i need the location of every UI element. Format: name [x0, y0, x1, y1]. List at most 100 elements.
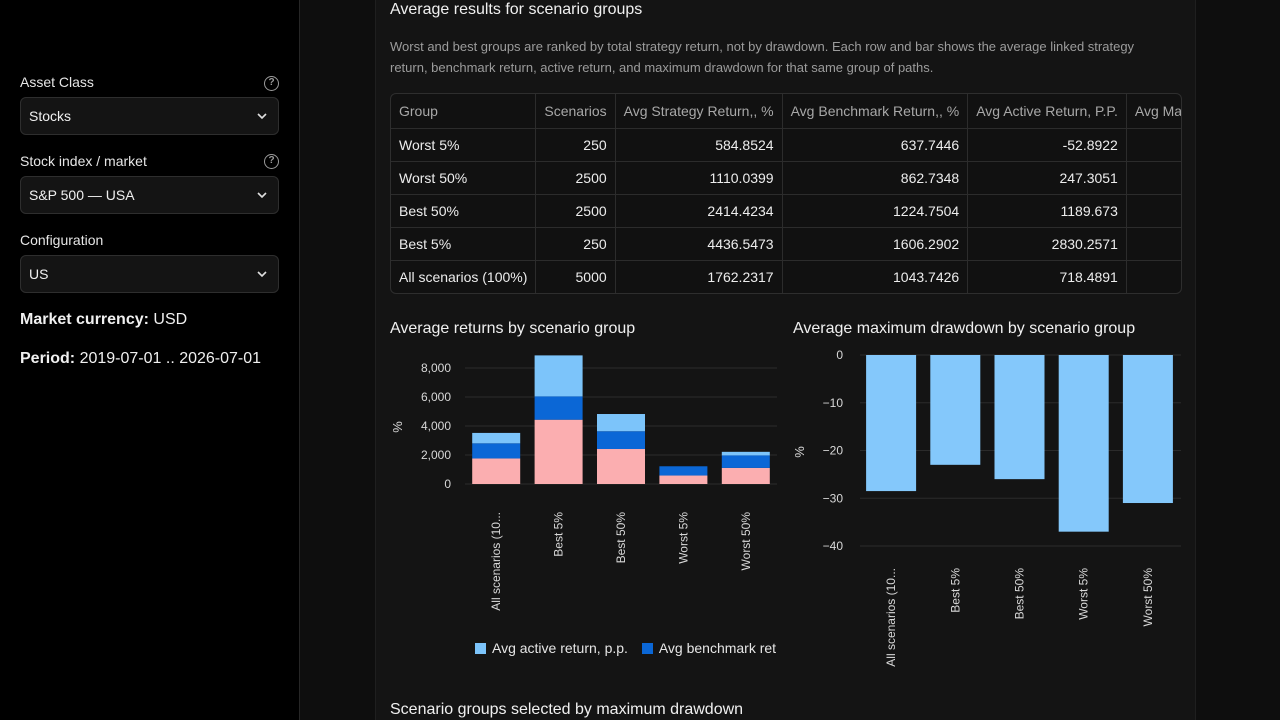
bar [994, 355, 1045, 480]
sidebar: Asset Class ? Stocks Stock index / marke… [0, 0, 300, 720]
table-row: Worst 5% 250 584.8524 637.7446 -52.8922 [391, 128, 1181, 162]
table-cell: All scenarios (100%) [391, 260, 537, 293]
section-description: Worst and best groups are ranked by tota… [390, 39, 1135, 75]
y-tick-label: 2,000 [421, 448, 451, 462]
table-cell: 1043.7426 [782, 260, 969, 293]
table-cell [1126, 194, 1181, 228]
bar [1058, 355, 1109, 532]
asset-class-label: Asset Class [20, 74, 94, 90]
table-cell: Worst 50% [391, 161, 537, 195]
table-row: Best 50% 2500 2414.4234 1224.7504 1189.6… [391, 194, 1181, 228]
y-tick-label: 0 [836, 348, 843, 362]
stock-index-select[interactable]: S&P 500 — USA [20, 176, 279, 214]
legend-item[interactable]: Avg active return, p.p. [475, 640, 628, 656]
stock-index-value: S&P 500 — USA [29, 187, 135, 203]
table-cell: 1110.0399 [615, 161, 783, 195]
bar [866, 355, 917, 492]
bar-segment [721, 455, 770, 468]
column-header[interactable]: Avg Benchmark Return,, % [782, 94, 969, 129]
table-cell: 1606.2902 [782, 227, 969, 261]
returns-chart-title: Average returns by scenario group [390, 320, 636, 337]
chevron-down-icon [257, 113, 267, 120]
x-tick-label: Worst 5% [676, 512, 690, 564]
table-cell [1126, 128, 1181, 162]
table-cell: 2500 [535, 161, 616, 195]
y-tick-label: 4,000 [421, 419, 451, 433]
x-tick-label: All scenarios (10... [489, 512, 503, 611]
bar-segment [659, 475, 708, 484]
column-header[interactable]: Scenarios [535, 94, 616, 129]
y-tick-label: 8,000 [421, 361, 451, 375]
y-tick-label: −20 [823, 444, 844, 458]
y-tick-label: −40 [823, 539, 844, 553]
legend-swatch [475, 643, 486, 654]
table-cell: Best 50% [391, 194, 537, 228]
asset-class-select[interactable]: Stocks [20, 97, 279, 135]
drawdown-groups-title: Scenario groups selected by maximum draw… [390, 701, 744, 718]
drawdown-chart-title: Average maximum drawdown by scenario gro… [793, 320, 1136, 337]
table-cell: 250 [535, 227, 616, 261]
x-tick-label: Best 5% [552, 512, 566, 557]
table-cell: Best 5% [391, 227, 537, 261]
y-tick-label: −10 [823, 396, 844, 410]
table-cell: 2500 [535, 194, 616, 228]
column-header[interactable]: Avg Strategy Return,, % [615, 94, 783, 129]
bar [1122, 355, 1173, 504]
configuration-select[interactable]: US [20, 255, 279, 293]
table-cell: 247.3051 [967, 161, 1127, 195]
column-header[interactable]: Avg Active Return, P.P. [967, 94, 1127, 129]
returns-chart[interactable]: 0 2,000 4,000 6,000 8,000% All scenarios (10.… [385, 345, 785, 625]
asset-class-value: Stocks [29, 108, 72, 124]
configuration-label: Configuration [20, 232, 104, 248]
x-tick-label: All scenarios (10... [884, 568, 898, 667]
x-tick-label: Best 50% [1013, 568, 1027, 620]
legend-item[interactable]: Avg benchmark retu [641, 640, 777, 656]
legend-swatch [641, 643, 653, 654]
table-cell: 718.4891 [967, 260, 1127, 293]
help-icon[interactable]: ? [264, 76, 279, 91]
table-cell: 2414.4234 [615, 194, 783, 228]
column-header[interactable]: Avg Max [1126, 94, 1181, 129]
bar-segment [472, 458, 521, 484]
bar-segment [472, 432, 521, 444]
bar-segment [597, 414, 645, 432]
bar-segment [472, 443, 521, 459]
market-currency-label: Market currency: [20, 311, 149, 328]
chevron-down-icon [257, 192, 267, 199]
market-currency-value: USD [153, 311, 188, 328]
table-cell: 1189.673 [967, 194, 1127, 228]
bar-segment [721, 467, 770, 484]
bar [930, 355, 981, 465]
table-cell: 2830.2571 [967, 227, 1127, 261]
table-cell: 1762.2317 [615, 260, 783, 293]
stock-index-label: Stock index / market [20, 153, 147, 169]
table-cell: 1224.7504 [782, 194, 969, 228]
x-tick-label: Worst 50% [1141, 568, 1155, 627]
table-cell: 4436.5473 [615, 227, 783, 261]
help-icon[interactable]: ? [264, 154, 279, 169]
table-row: Best 5% 250 4436.5473 1606.2902 2830.257… [391, 227, 1181, 261]
table-cell: 5000 [535, 260, 616, 293]
table-cell [1126, 161, 1181, 195]
results-table[interactable]: Group Scenarios Avg Strategy Return,, % … [390, 93, 1182, 294]
y-tick-label: −30 [823, 491, 844, 505]
returns-chart-legend: Avg active return, p.p. Avg benchmark re… [475, 640, 777, 658]
drawdown-chart[interactable]: 0 −10 −20 −30 −40% All scenarios (10... Best 5… [785, 340, 1185, 670]
table-row: All scenarios (100%) 5000 1762.2317 1043… [391, 260, 1181, 293]
table-cell: 862.7348 [782, 161, 969, 195]
table-cell: 250 [535, 128, 616, 162]
x-tick-label: Best 50% [614, 512, 628, 564]
period-label: Period: [20, 350, 76, 367]
configuration-value: US [29, 266, 49, 282]
bar-segment [597, 449, 645, 484]
y-axis-label: % [390, 421, 405, 433]
bar-segment [597, 431, 645, 450]
table-header-row: Group Scenarios Avg Strategy Return,, % … [391, 94, 1181, 129]
table-cell: 584.8524 [615, 128, 783, 162]
bar-segment [534, 396, 583, 420]
y-axis-label: % [792, 446, 807, 458]
table-row: Worst 50% 2500 1110.0399 862.7348 247.30… [391, 161, 1181, 195]
column-header[interactable]: Group [391, 94, 537, 129]
y-tick-label: 0 [444, 477, 451, 491]
period-value: 2019-07-01 .. 2026-07-01 [79, 350, 262, 367]
